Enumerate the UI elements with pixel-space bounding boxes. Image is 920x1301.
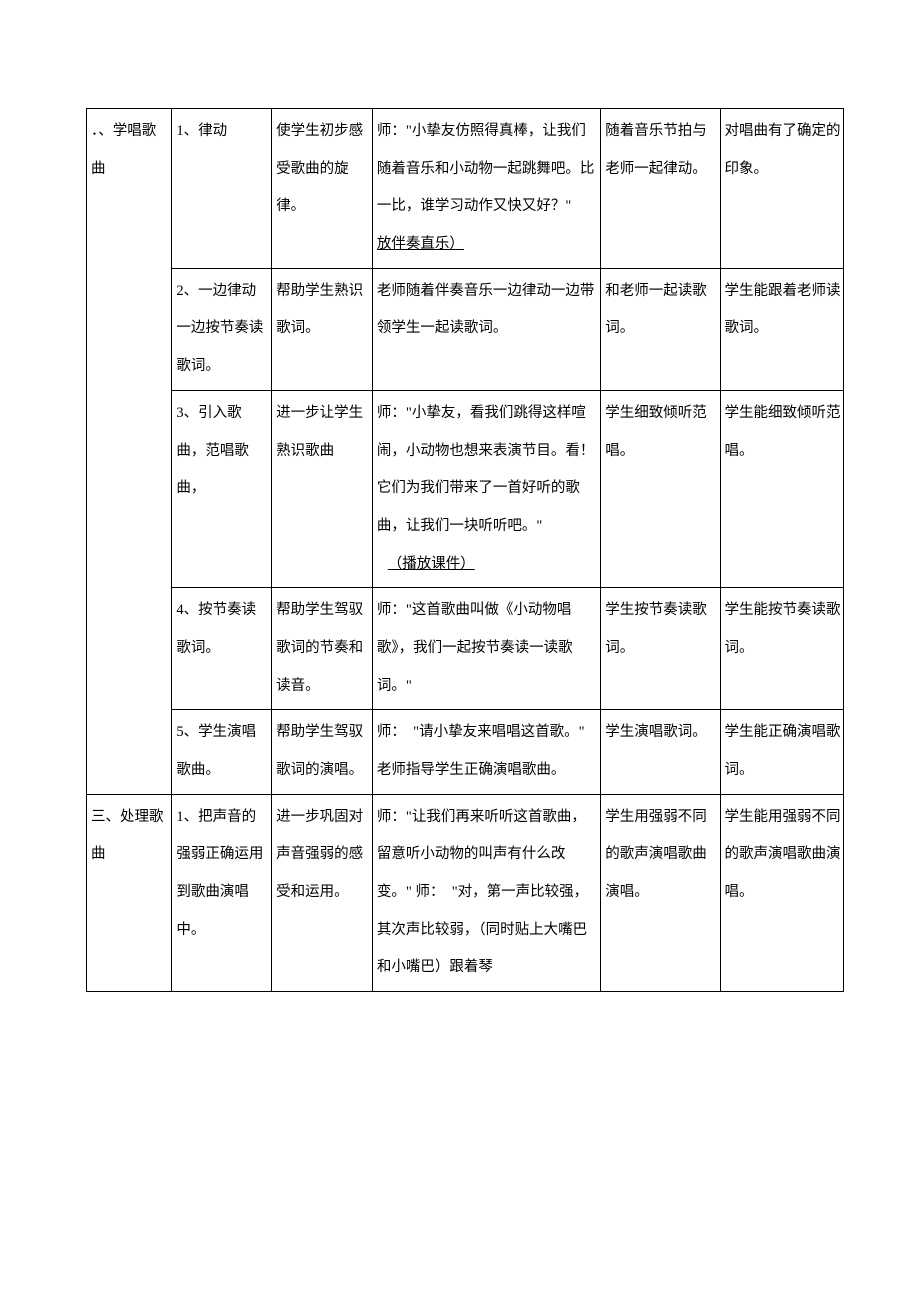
purpose-cell: 进一步巩固对声音强弱的感受和运用。 (272, 795, 372, 916)
step-cell: 2、一边律动一边按节奏读歌词。 (172, 269, 271, 390)
student-cell: 学生细致倾听范唱。 (601, 391, 719, 474)
table-row: 3、引入歌曲，范唱歌曲， 进一步让学生熟识歌曲 师："小挚友，看我们跳得这样喧闹… (87, 390, 844, 587)
step-cell: 1、把声音的强弱正确运用到歌曲演唱中。 (172, 795, 271, 954)
table-row: 三、处理歌曲 1、把声音的强弱正确运用到歌曲演唱中。 进一步巩固对声音强弱的感受… (87, 794, 844, 991)
step-cell: 3、引入歌曲，范唱歌曲， (172, 391, 271, 512)
teacher-text: 师："小挚友，看我们跳得这样喧闹，小动物也想来表演节目。看！它们为我们带来了一首… (377, 405, 595, 534)
table-row: 4、按节奏读歌词。 帮助学生驾驭歌词的节奏和读音。 师："这首歌曲叫做《小动物唱… (87, 588, 844, 710)
teacher-cell: 师："这首歌曲叫做《小动物唱歌》，我们一起按节奏读一读歌词。" (373, 588, 600, 709)
section-heading: ．、学唱歌曲 (87, 109, 171, 192)
teacher-cell: 师："小挚友，看我们跳得这样喧闹，小动物也想来表演节目。看！它们为我们带来了一首… (373, 391, 600, 587)
teacher-cell: 师："让我们再来听听这首歌曲，留意听小动物的叫声有什么改变。" 师： "对，第一… (373, 795, 600, 991)
outcome-cell: 对唱曲有了确定的印象。 (721, 109, 843, 192)
teacher-cell: 师： "请小挚友来唱唱这首歌。" 老师指导学生正确演唱歌曲。 (373, 710, 600, 793)
student-cell: 和老师一起读歌词。 (601, 269, 719, 352)
outcome-cell: 学生能按节奏读歌词。 (721, 588, 843, 671)
purpose-cell: 帮助学生熟识歌词。 (272, 269, 372, 352)
step-cell: 4、按节奏读歌词。 (172, 588, 271, 671)
teacher-cell: 老师随着伴奏音乐一边律动一边带领学生一起读歌词。 (373, 269, 600, 352)
table-row: ．、学唱歌曲 1、律动 使学生初步感受歌曲的旋律。 师："小挚友仿照得真棒，让我… (87, 109, 844, 269)
step-cell: 1、律动 (172, 109, 271, 155)
student-cell: 学生用强弱不同的歌声演唱歌曲演唱。 (601, 795, 719, 916)
step-cell: 5、学生演唱歌曲。 (172, 710, 271, 793)
section-heading: 三、处理歌曲 (87, 795, 171, 878)
student-cell: 学生按节奏读歌词。 (601, 588, 719, 671)
lesson-plan-table: ．、学唱歌曲 1、律动 使学生初步感受歌曲的旋律。 师："小挚友仿照得真棒，让我… (86, 108, 844, 992)
teacher-text: 师："小挚友仿照得真棒，让我们随着音乐和小动物一起跳舞吧。比一比，谁学习动作又快… (377, 123, 595, 214)
student-cell: 学生演唱歌词。 (601, 710, 719, 756)
purpose-cell: 进一步让学生熟识歌曲 (272, 391, 372, 474)
purpose-cell: 帮助学生驾驭歌词的节奏和读音。 (272, 588, 372, 709)
table-row: 5、学生演唱歌曲。 帮助学生驾驭歌词的演唱。 师： "请小挚友来唱唱这首歌。" … (87, 710, 844, 794)
student-cell: 随着音乐节拍与老师一起律动。 (601, 109, 719, 192)
teacher-media: 放伴奏直乐） (377, 236, 464, 252)
table-row: 2、一边律动一边按节奏读歌词。 帮助学生熟识歌词。 老师随着伴奏音乐一边律动一边… (87, 268, 844, 390)
page: ．、学唱歌曲 1、律动 使学生初步感受歌曲的旋律。 师："小挚友仿照得真棒，让我… (0, 0, 920, 1052)
purpose-cell: 帮助学生驾驭歌词的演唱。 (272, 710, 372, 793)
outcome-cell: 学生能用强弱不同的歌声演唱歌曲演唱。 (721, 795, 843, 916)
teacher-media: （播放课件） (388, 556, 475, 572)
purpose-cell: 使学生初步感受歌曲的旋律。 (272, 109, 372, 230)
outcome-cell: 学生能跟着老师读歌词。 (721, 269, 843, 352)
teacher-cell: 师："小挚友仿照得真棒，让我们随着音乐和小动物一起跳舞吧。比一比，谁学习动作又快… (373, 109, 600, 268)
outcome-cell: 学生能细致倾听范唱。 (721, 391, 843, 474)
outcome-cell: 学生能正确演唱歌词。 (721, 710, 843, 793)
